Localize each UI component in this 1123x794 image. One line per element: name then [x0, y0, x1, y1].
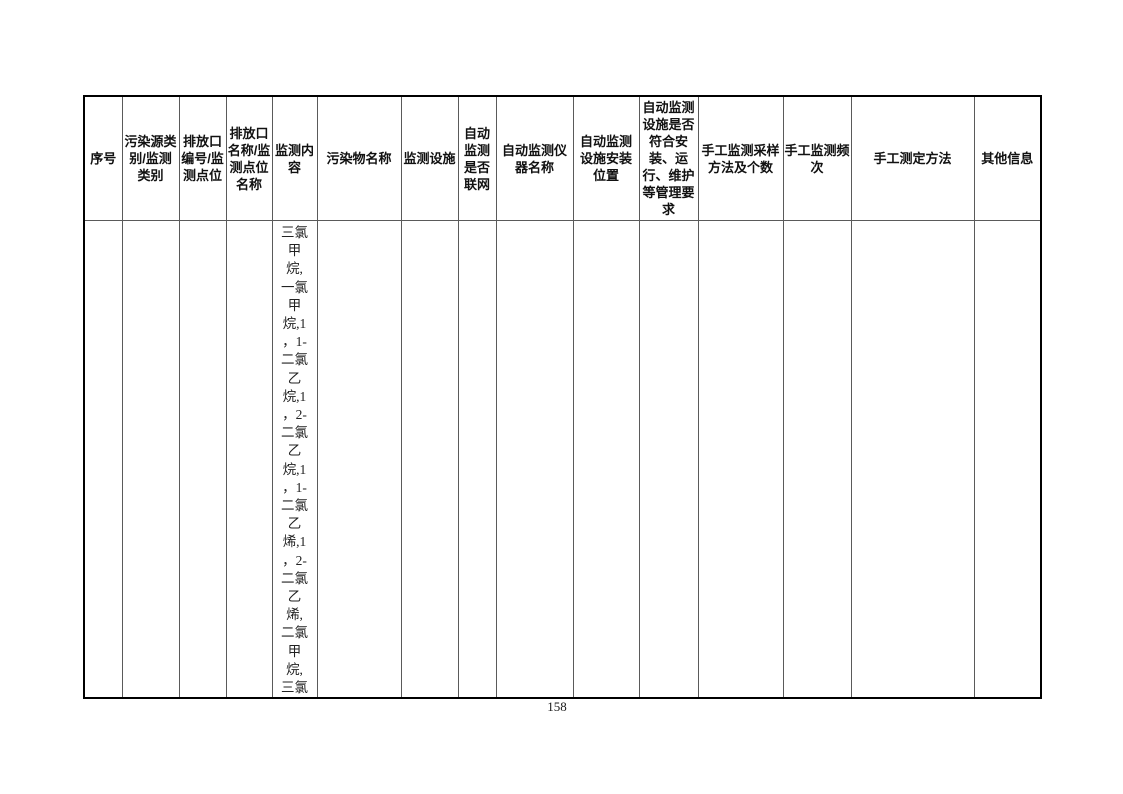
cell-auto-compliance — [638, 220, 699, 699]
header-pollutant-name: 污染物名称 — [316, 95, 402, 221]
header-index: 序号 — [83, 95, 123, 221]
cell-pollutant-name — [316, 220, 402, 699]
cell-auto-install-location — [572, 220, 640, 699]
self-monitoring-table: 序号 污染源类别/监测类别 排放口编号/监测点位 排放口名称/监测点位名称 监测… — [83, 95, 1042, 700]
header-manual-determination-method: 手工测定方法 — [850, 95, 975, 221]
cell-monitoring-content: 三氯甲烷, 一氯甲烷,1 ，1- 二氯乙烷,1 ，2- 二氯乙烷,1 ，1- 二氯乙烯,1 ，2… — [271, 220, 318, 699]
header-outlet-name-monitoring-point-name: 排放口名称/监测点位名称 — [225, 95, 273, 221]
cell-monitoring-facility — [400, 220, 459, 699]
header-monitoring-facility: 监测设施 — [400, 95, 459, 221]
header-manual-sampling-method-count: 手工监测采样方法及个数 — [697, 95, 784, 221]
cell-manual-frequency — [782, 220, 852, 699]
header-auto-monitoring-instrument-name: 自动监测仪器名称 — [495, 95, 574, 221]
cell-auto-networked — [457, 220, 497, 699]
header-other-info: 其他信息 — [973, 95, 1042, 221]
header-outlet-number-monitoring-point: 排放口编号/监测点位 — [178, 95, 227, 221]
page-number: 158 — [547, 699, 567, 714]
cell-auto-instrument-name — [495, 220, 574, 699]
cell-outlet-name — [225, 220, 273, 699]
cell-outlet-number — [178, 220, 227, 699]
table-header-row: 序号 污染源类别/监测类别 排放口编号/监测点位 排放口名称/监测点位名称 监测… — [83, 95, 1042, 221]
header-auto-monitoring-compliance: 自动监测设施是否符合安装、运行、维护等管理要求 — [638, 95, 699, 221]
header-pollution-source-category: 污染源类别/监测类别 — [121, 95, 180, 221]
monitoring-content-text: 三氯甲烷, 一氯甲烷,1 ，1- 二氯乙烷,1 ，2- 二氯乙烷,1 ，1- 二氯乙烯,1 ，2… — [281, 225, 308, 696]
cell-manual-sampling-method — [697, 220, 784, 699]
cell-manual-determination-method — [850, 220, 975, 699]
header-monitoring-content: 监测内容 — [271, 95, 318, 221]
table-row: 三氯甲烷, 一氯甲烷,1 ，1- 二氯乙烷,1 ，2- 二氯乙烷,1 ，1- 二氯乙烯,1 ，2… — [83, 220, 1042, 699]
cell-other-info — [973, 220, 1042, 699]
cell-pollution-source-category — [121, 220, 180, 699]
header-auto-monitoring-install-location: 自动监测设施安装位置 — [572, 95, 640, 221]
cell-index — [83, 220, 123, 699]
header-auto-monitoring-networked: 自动监测是否联网 — [457, 95, 497, 221]
header-manual-monitoring-frequency: 手工监测频次 — [782, 95, 852, 221]
